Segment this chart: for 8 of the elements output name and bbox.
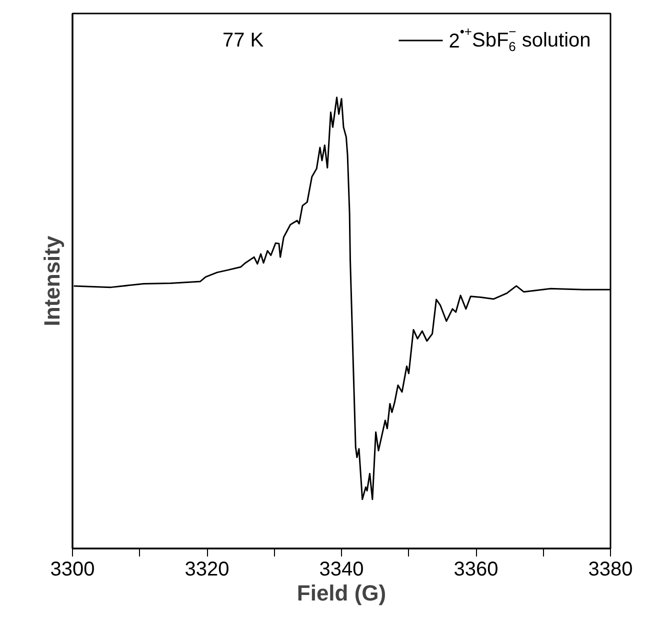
x-tick-label: 3340 (319, 558, 364, 580)
x-tick-label: 3320 (184, 558, 230, 580)
text: 77 K (222, 30, 264, 52)
x-tick-label: 3380 (588, 558, 633, 580)
y-axis-title: Intensity (40, 235, 64, 326)
x-tick-label: 3300 (50, 558, 95, 580)
x-axis-title: Field (G) (296, 580, 386, 606)
x-tick-label: 3360 (454, 558, 498, 580)
